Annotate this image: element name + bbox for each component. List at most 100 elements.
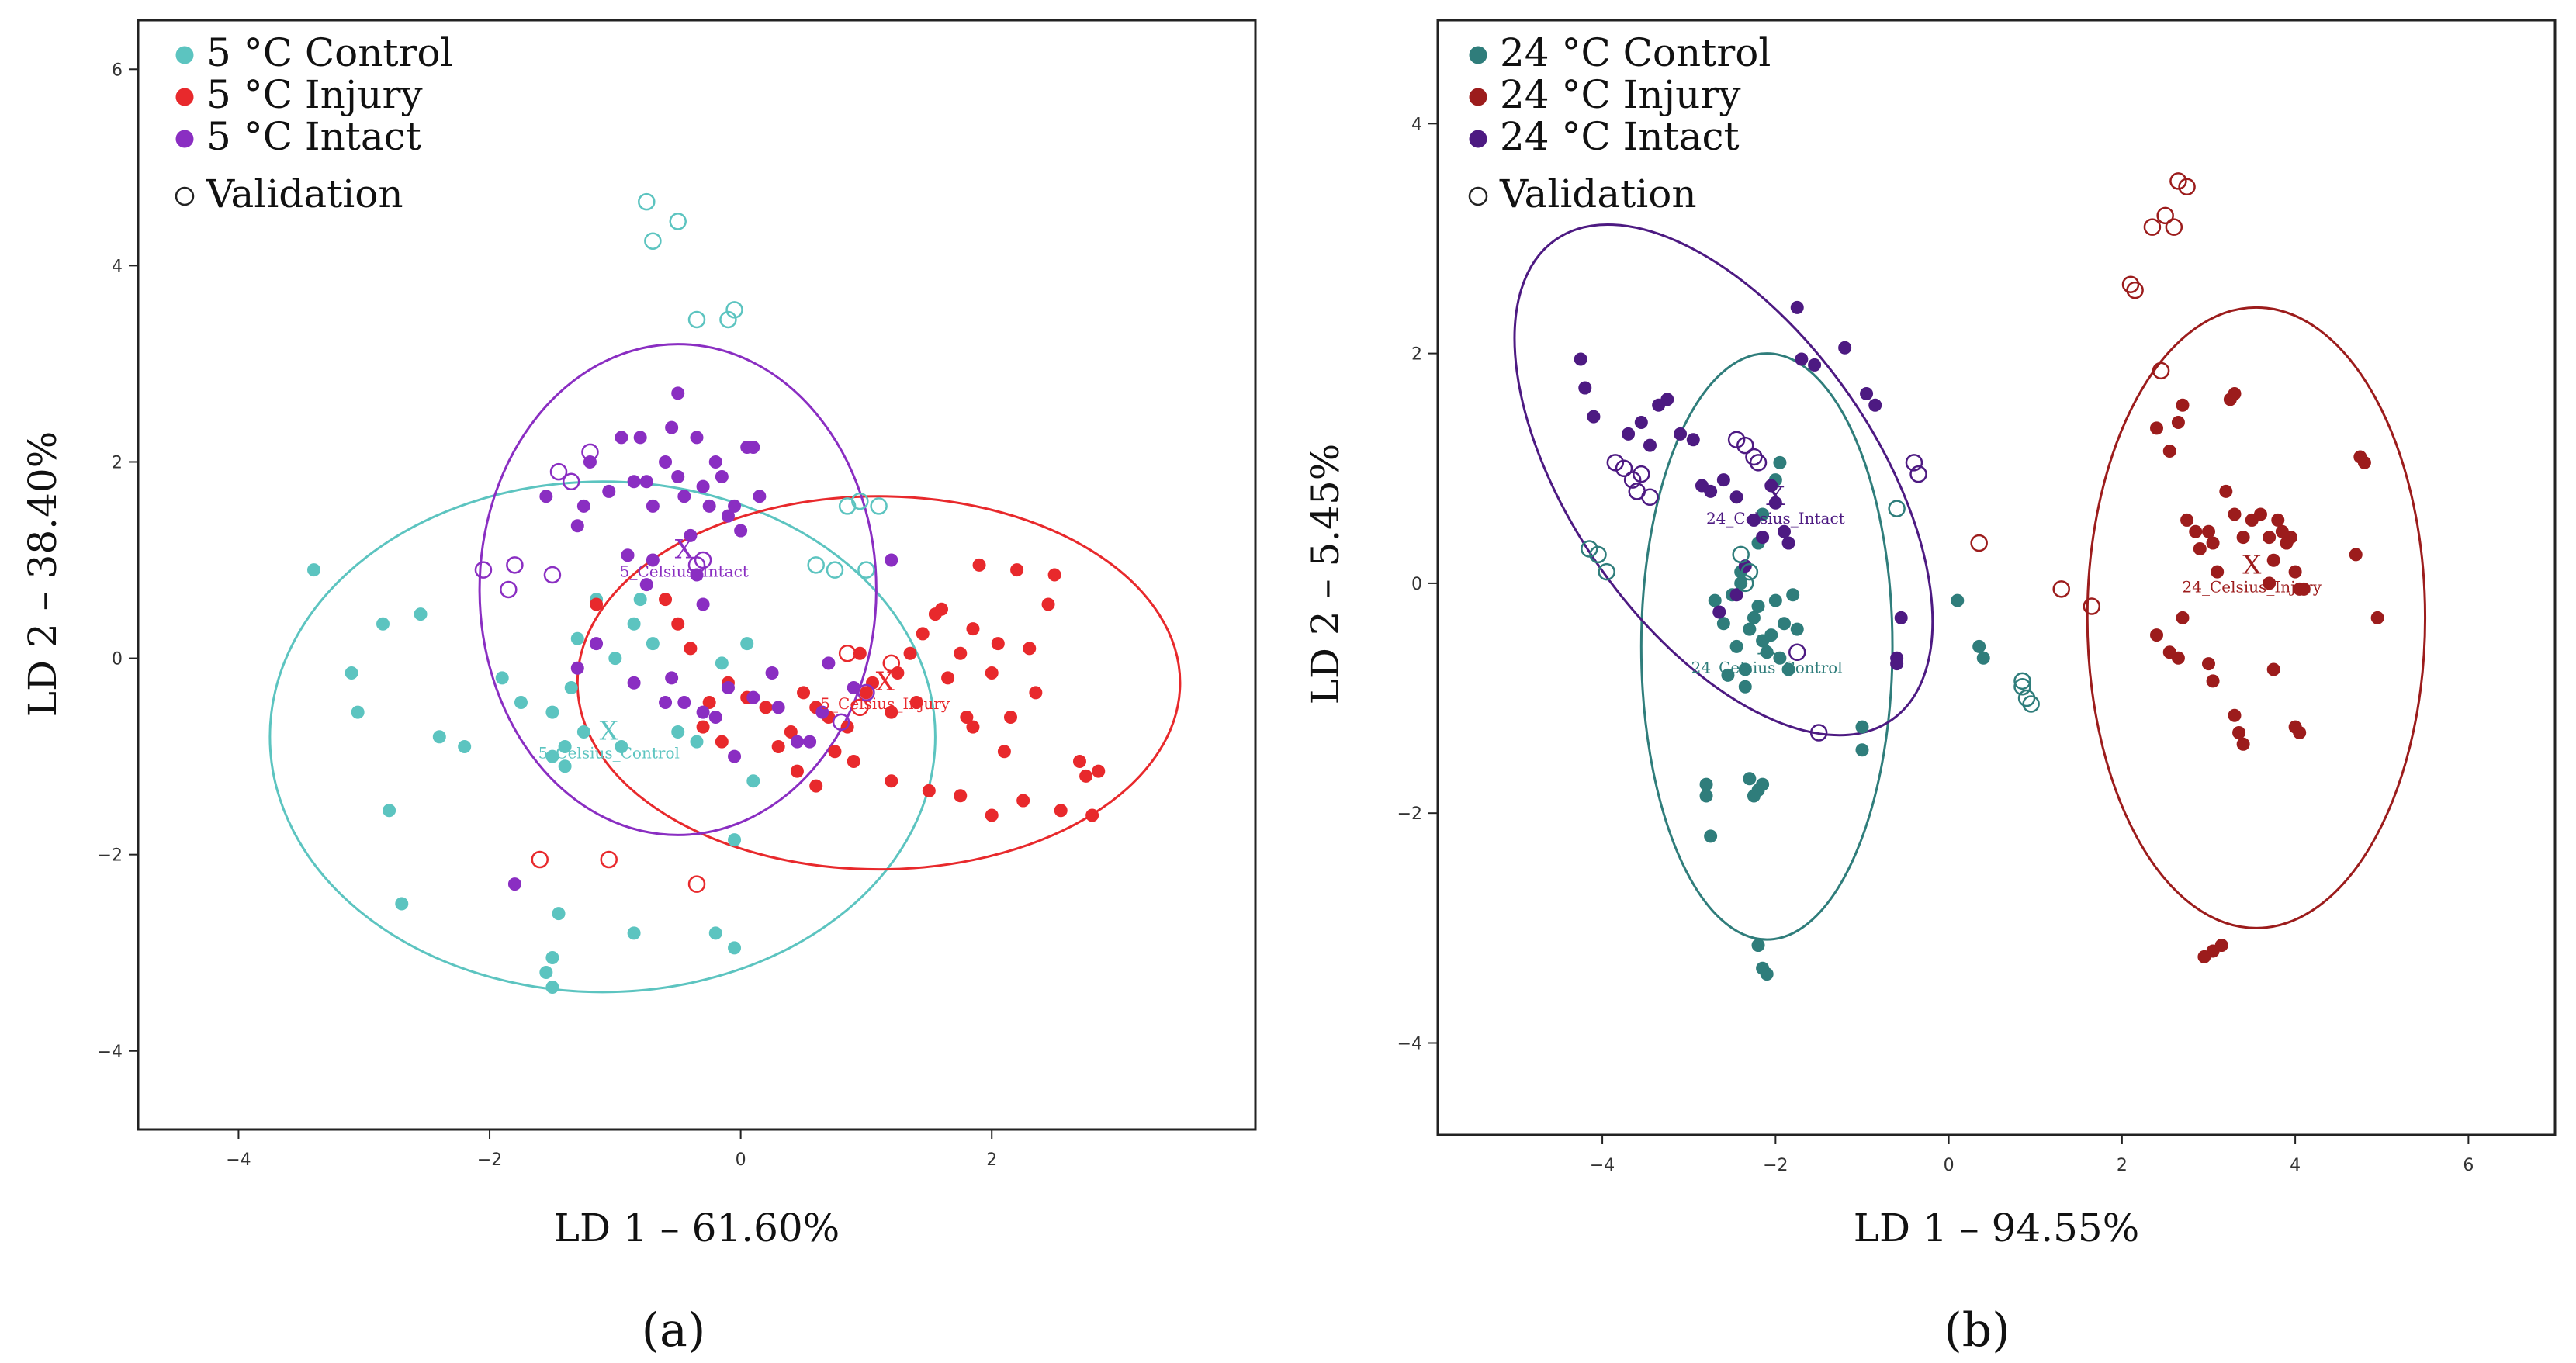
validation-point <box>2178 178 2196 196</box>
data-point <box>1743 772 1757 786</box>
data-point <box>790 764 804 778</box>
validation-point <box>1633 465 1650 483</box>
data-point <box>1786 588 1800 602</box>
validation-point <box>2083 597 2101 615</box>
confidence-ellipse <box>478 343 878 836</box>
data-point <box>608 652 622 666</box>
data-point <box>1976 651 1990 665</box>
data-point <box>966 622 980 636</box>
validation-point <box>2017 689 2036 707</box>
data-point <box>1079 769 1093 783</box>
validation-point <box>2126 281 2144 299</box>
validation-point <box>2143 218 2162 236</box>
centroid-marker: X <box>600 715 619 746</box>
data-point <box>639 578 653 592</box>
data-point <box>639 475 653 489</box>
data-point <box>740 637 754 651</box>
validation-point <box>687 875 706 893</box>
data-point <box>414 607 428 621</box>
legend-marker <box>1469 88 1487 106</box>
validation-point <box>1970 534 1988 552</box>
y-axis-label: LD 2 – 38.40% <box>20 431 65 717</box>
legend-entry: 5 °C Injury <box>206 72 423 117</box>
data-point <box>1760 645 1774 659</box>
legend-marker <box>1469 130 1487 148</box>
data-point <box>395 897 409 911</box>
data-point <box>941 671 955 685</box>
data-point <box>2171 651 2185 665</box>
data-point <box>721 509 735 523</box>
data-point <box>1023 642 1037 656</box>
legend-entry: 24 °C Control <box>1500 30 1771 75</box>
data-point <box>1751 600 1765 614</box>
data-point <box>847 754 860 768</box>
data-point <box>576 499 590 513</box>
y-tick-label: −2 <box>98 846 123 866</box>
data-point <box>545 951 559 965</box>
validation-point <box>638 192 656 211</box>
legend-entry: Validation <box>206 171 403 216</box>
data-point <box>1016 794 1030 808</box>
data-point <box>2150 628 2164 642</box>
data-point <box>2232 725 2246 739</box>
data-point <box>909 696 923 710</box>
data-point <box>665 671 679 685</box>
legend-entry: 5 °C Control <box>206 30 453 75</box>
data-point <box>1729 490 1743 504</box>
data-point <box>1041 597 1055 611</box>
y-tick-label: 4 <box>1411 115 1422 134</box>
validation-point <box>1623 471 1642 489</box>
data-point <box>677 490 691 503</box>
data-point <box>545 749 559 763</box>
validation-point <box>1598 562 1615 581</box>
validation-point <box>581 443 599 462</box>
data-point <box>495 671 509 685</box>
x-tick-label: 2 <box>986 1150 997 1170</box>
data-point <box>696 597 710 611</box>
data-point <box>1686 433 1700 447</box>
data-point <box>715 735 729 749</box>
validation-point <box>2052 580 2070 598</box>
plot-frame <box>1436 19 2557 1136</box>
data-point <box>2280 536 2294 550</box>
centroid-marker: X <box>675 534 694 565</box>
data-point <box>564 681 578 695</box>
data-point <box>1047 568 1061 582</box>
validation-point <box>719 310 737 329</box>
data-point <box>1972 639 1986 653</box>
validation-point <box>1641 488 1659 507</box>
data-point <box>458 739 472 753</box>
data-point <box>627 475 641 489</box>
data-point <box>809 779 823 793</box>
centroid-label: 5_Celsius_Injury <box>820 694 950 713</box>
confidence-ellipse <box>1639 352 1894 941</box>
data-point <box>627 926 641 940</box>
data-point <box>1634 416 1648 430</box>
data-point <box>746 690 760 704</box>
data-point <box>659 593 673 607</box>
data-point <box>2297 582 2311 596</box>
data-point <box>721 681 735 695</box>
validation-point <box>1888 500 1906 517</box>
data-point <box>646 499 660 513</box>
validation-point <box>857 683 875 702</box>
data-point <box>307 563 321 577</box>
data-point <box>1622 427 1636 441</box>
validation-point <box>1732 545 1750 564</box>
data-point <box>2263 531 2277 545</box>
data-point <box>2293 725 2307 739</box>
validation-point <box>474 561 493 579</box>
data-point <box>822 656 836 670</box>
data-point <box>2189 524 2203 538</box>
data-point <box>2288 565 2302 579</box>
validation-point <box>687 556 706 574</box>
data-point <box>539 490 553 503</box>
data-point <box>1756 777 1770 791</box>
legend-marker <box>175 46 194 64</box>
data-point <box>708 926 722 940</box>
data-point <box>590 637 604 651</box>
data-point <box>1778 617 1792 631</box>
data-point <box>376 617 390 631</box>
y-tick-label: 2 <box>1411 345 1422 365</box>
data-point <box>1574 352 1587 366</box>
